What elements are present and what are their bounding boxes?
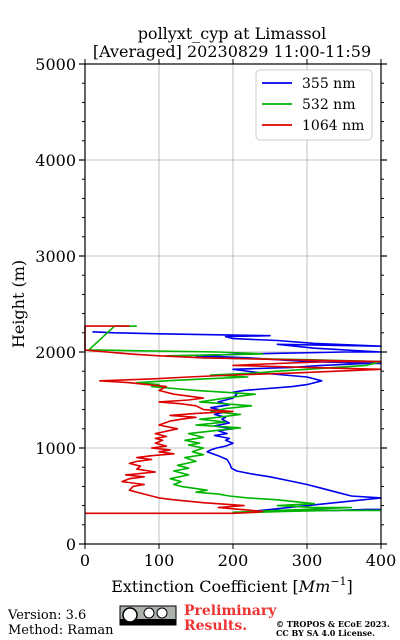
preliminary-line1: Preliminary [184, 603, 277, 619]
legend-label-355: 355 nm [302, 76, 355, 92]
by-icon [143, 607, 155, 619]
x-axis-label: Extinction Coefficient [Mm−1] [111, 575, 353, 596]
plot-frame [84, 63, 382, 545]
y-tick-label: 3000 [35, 247, 76, 266]
footer-method: Method: Raman [8, 623, 114, 638]
legend: 355 nm 532 nm 1064 nm [255, 69, 373, 141]
y-tick-label: 5000 [35, 55, 76, 74]
sa-icon [156, 607, 168, 619]
chart-title-line2: [Averaged] 20230829 11:00-11:59 [93, 42, 371, 61]
y-tick-label: 0 [66, 535, 76, 554]
legend-label-532: 532 nm [302, 97, 355, 113]
footer-version: Version: 3.6 [7, 608, 86, 623]
cc-license-logo [119, 605, 177, 626]
x-axis-label-exponent: −1 [330, 575, 346, 588]
series-line-532-nm [87, 325, 382, 514]
preliminary-line2: Results. [184, 618, 247, 634]
x-tick-label: 0 [80, 551, 90, 570]
x-axis-label-prefix: Extinction Coefficient [ [111, 577, 299, 596]
x-axis-label-unit: Mm [298, 577, 331, 596]
y-tick-label: 4000 [35, 151, 76, 170]
x-tick-label: 300 [292, 551, 323, 570]
x-tick-label: 100 [144, 551, 175, 570]
cc-icon [122, 607, 138, 623]
chart-title-line1: pollyxt_cyp at Limassol [138, 24, 327, 43]
y-tick-label: 1000 [35, 439, 76, 458]
legend-box [255, 69, 373, 141]
y-axis-label: Height (m) [9, 260, 28, 348]
x-axis-label-suffix: ] [347, 577, 353, 596]
copyright-line2: CC BY SA 4.0 License. [276, 628, 375, 638]
x-tick-label: 200 [218, 551, 249, 570]
x-tick-label: 400 [366, 551, 397, 570]
legend-label-1064: 1064 nm [302, 118, 364, 134]
copyright-line1: © TROPOS & ECoE 2023. [276, 619, 390, 629]
y-tick-label: 2000 [35, 343, 76, 362]
